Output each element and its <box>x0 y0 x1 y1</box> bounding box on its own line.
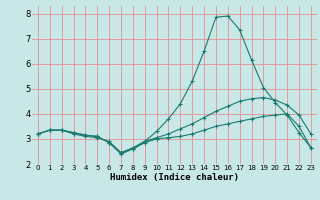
X-axis label: Humidex (Indice chaleur): Humidex (Indice chaleur) <box>110 173 239 182</box>
